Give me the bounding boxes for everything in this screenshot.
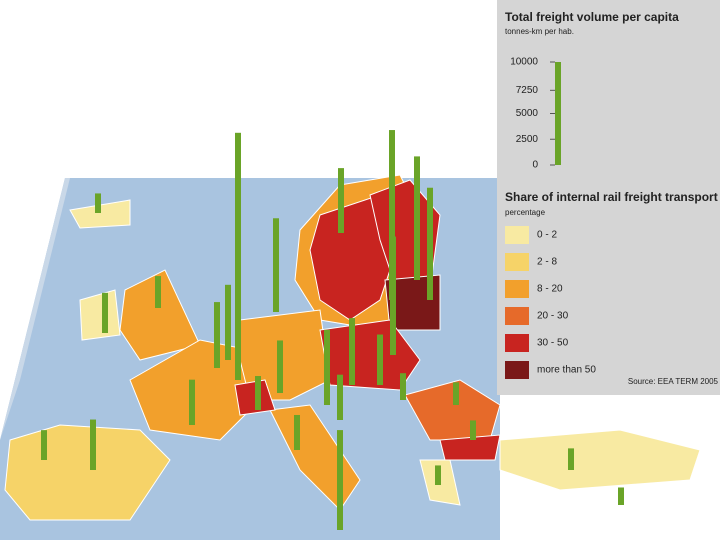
legend-unit: tonnes-km per hab. xyxy=(505,27,574,36)
legend-swatch xyxy=(505,361,529,379)
iceland-region xyxy=(69,199,131,229)
freight-bar xyxy=(470,420,476,440)
freight-bar xyxy=(338,168,344,233)
sea-edge xyxy=(0,178,70,440)
legend-panel xyxy=(497,0,720,395)
scale-tick-label: 2500 xyxy=(516,134,539,145)
legend-label: 30 - 50 xyxy=(537,338,569,349)
freight-bar xyxy=(618,487,624,505)
freight-bar xyxy=(277,340,283,393)
freight-bar xyxy=(90,419,96,470)
scale-tick-label: 7250 xyxy=(516,85,539,96)
legend-swatch xyxy=(505,226,529,244)
freight-bar xyxy=(214,302,220,368)
freight-bar xyxy=(235,132,241,380)
legend-swatch xyxy=(505,253,529,271)
legend-label: 8 - 20 xyxy=(537,284,563,295)
freight-bar xyxy=(41,430,47,460)
legend-swatch xyxy=(505,280,529,298)
legend-label: 2 - 8 xyxy=(537,257,557,268)
legend-label: 20 - 30 xyxy=(537,311,569,322)
freight-bar xyxy=(427,187,433,300)
uk-region xyxy=(119,269,201,361)
freight-bar xyxy=(568,448,574,470)
freight-bar xyxy=(324,329,330,405)
source: Source: EEA TERM 2005 xyxy=(628,377,719,386)
scale-bar xyxy=(555,62,561,165)
freight-bar xyxy=(377,334,383,385)
freight-bar xyxy=(390,236,396,355)
scale-tick-label: 0 xyxy=(532,160,538,171)
turkey-region xyxy=(499,429,701,491)
freight-bar xyxy=(337,430,343,530)
freight-bar xyxy=(389,130,395,300)
freight-bar xyxy=(349,318,355,385)
freight-bar xyxy=(189,379,195,425)
legend-swatch xyxy=(505,334,529,352)
baltics-region xyxy=(384,274,441,331)
freight-bar xyxy=(95,193,101,213)
freight-bar xyxy=(225,284,231,360)
freight-bar xyxy=(414,156,420,280)
freight-bar xyxy=(273,218,279,312)
legend-label: more than 50 xyxy=(537,365,596,376)
freight-bar xyxy=(155,276,161,308)
legend-title: Share of internal rail freight transport xyxy=(505,190,718,204)
freight-bar xyxy=(102,292,108,333)
legend-unit: percentage xyxy=(505,208,546,217)
scale-tick-label: 5000 xyxy=(516,108,539,119)
freight-bar xyxy=(400,373,406,400)
freight-bar xyxy=(294,414,300,450)
scale-tick-label: 10000 xyxy=(510,57,538,68)
legend-label: 0 - 2 xyxy=(537,230,557,241)
freight-bar xyxy=(435,465,441,485)
legend-swatch xyxy=(505,307,529,325)
legend-title: Total freight volume per capita xyxy=(505,10,679,24)
bulgaria-region xyxy=(439,434,501,461)
freight-bar xyxy=(453,382,459,405)
romania-region xyxy=(404,379,501,441)
freight-bar xyxy=(337,374,343,420)
freight-bar xyxy=(255,376,261,410)
